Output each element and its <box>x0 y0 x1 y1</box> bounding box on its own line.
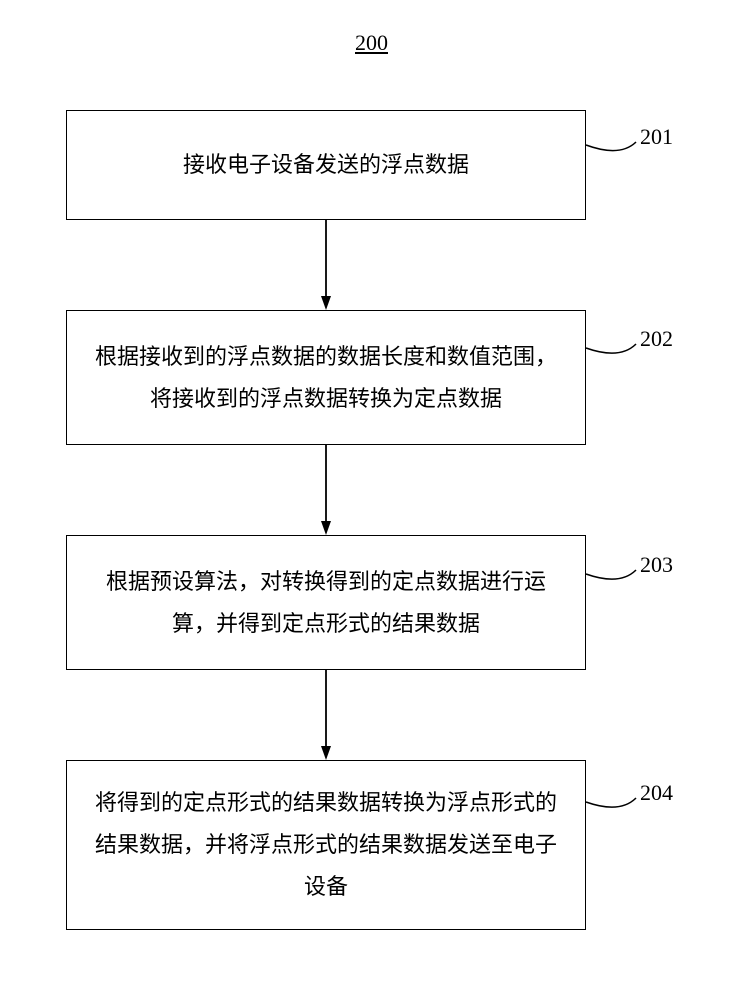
arrow-3 <box>0 0 740 1000</box>
